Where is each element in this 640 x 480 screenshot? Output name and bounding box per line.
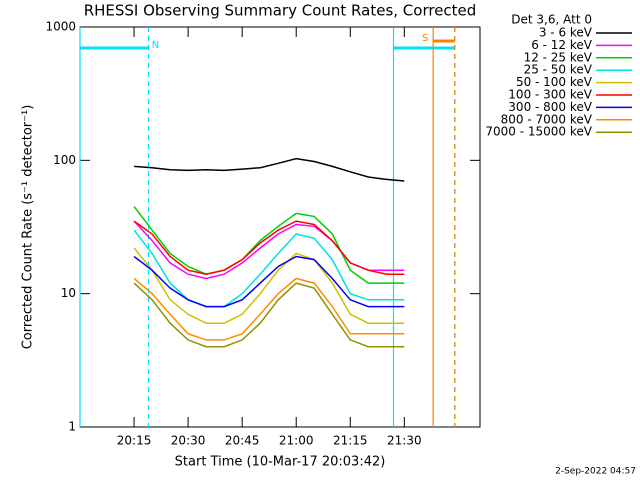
legend-label: 50 - 100 keV	[516, 75, 593, 89]
series-line	[133, 255, 405, 308]
legend-label: 300 - 800 keV	[508, 100, 592, 114]
legend-label: 6 - 12 keV	[531, 38, 593, 52]
series-line	[133, 247, 405, 324]
legend-label: 100 - 300 keV	[508, 88, 592, 102]
legend-title: Det 3,6, Att 0	[511, 13, 592, 27]
x-tick-label: 21:30	[387, 434, 422, 448]
y-tick-label: 100	[53, 153, 76, 167]
interval-label: S	[422, 33, 428, 44]
series-line	[133, 220, 405, 275]
y-axis-label: Corrected Count Rate (s⁻¹ detector⁻¹)	[21, 105, 36, 350]
series-line	[133, 282, 405, 348]
x-tick-label: 20:15	[117, 434, 152, 448]
legend-label: 12 - 25 keV	[524, 50, 593, 64]
x-axis-label: Start Time (10-Mar-17 20:03:42)	[175, 455, 386, 470]
legend-label: 7000 - 15000 keV	[485, 125, 592, 139]
x-tick-label: 20:30	[171, 434, 206, 448]
series-line	[133, 229, 405, 308]
y-tick-label: 1000	[45, 20, 76, 34]
legend-label: 800 - 7000 keV	[501, 112, 593, 126]
legend-label: 25 - 50 keV	[524, 63, 593, 77]
footer: 2-Sep-2022 04:57	[555, 467, 636, 477]
y-tick-label: 10	[61, 286, 76, 300]
x-tick-label: 20:45	[225, 434, 260, 448]
series-line	[133, 277, 405, 341]
x-tick-label: 21:00	[279, 434, 314, 448]
series-line	[133, 206, 405, 284]
y-tick-label: 1	[68, 420, 76, 434]
series-line	[134, 157, 405, 182]
x-tick-label: 21:15	[333, 434, 368, 448]
legend-label: 3 - 6 keV	[539, 26, 593, 40]
interval-label: N	[152, 40, 159, 51]
chart-title: RHESSI Observing Summary Count Rates, Co…	[84, 2, 477, 20]
